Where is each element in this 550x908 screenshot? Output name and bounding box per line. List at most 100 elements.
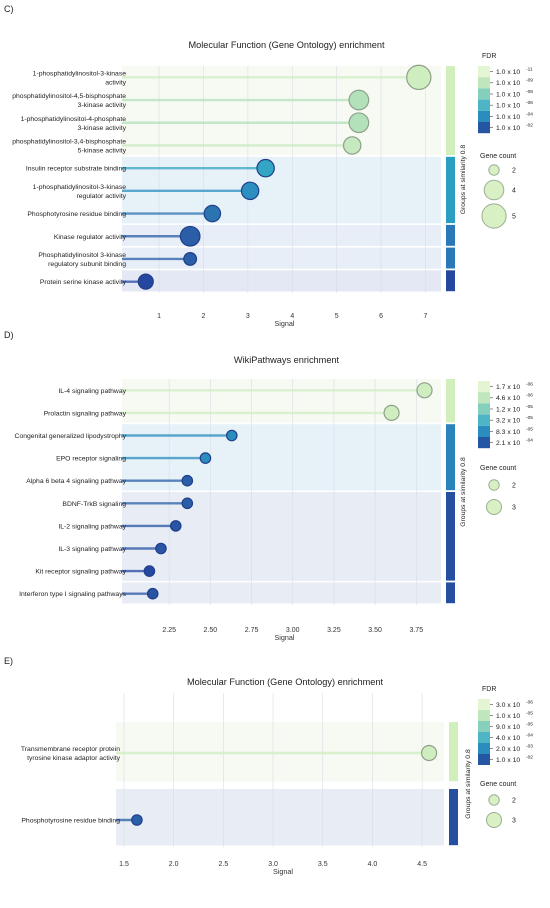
chart-title: Molecular Function (Gene Ontology) enric… bbox=[187, 677, 384, 687]
fdr-legend-exponent: -02 bbox=[526, 754, 533, 760]
group-separator bbox=[122, 603, 441, 605]
row-label: tyrosine kinase adaptor activity bbox=[27, 755, 121, 762]
group-separator bbox=[122, 291, 441, 293]
gene-count-legend-label: 2 bbox=[512, 168, 516, 175]
fdr-legend-label: 1.0 x 10 bbox=[496, 80, 520, 87]
chart-panel-1: C) Molecular Function (Gene Ontology) enr… bbox=[4, 4, 533, 328]
row-label: 1-phosphatidylinositol-3-kinase bbox=[33, 70, 127, 77]
x-tick-label: 1 bbox=[157, 313, 161, 320]
fdr-legend-title: FDR bbox=[482, 686, 496, 693]
gene-count-legend-circle bbox=[488, 794, 500, 806]
fdr-legend-label: 9.0 x 10 bbox=[496, 724, 520, 731]
row-label: 3-kinase activity bbox=[78, 125, 127, 132]
fdr-legend-swatch bbox=[478, 710, 490, 721]
fdr-legend-swatch bbox=[478, 425, 490, 437]
x-tick-label: 7 bbox=[424, 313, 428, 320]
group-band bbox=[122, 66, 441, 156]
row-label: phosphatidylinositol-4,5-bisphosphate bbox=[12, 93, 126, 100]
row-label: Kinase regulator activity bbox=[54, 234, 127, 241]
lollipop-dot bbox=[406, 64, 432, 91]
x-tick-label: 1.5 bbox=[119, 861, 129, 868]
row-label: Phosphotyrosine residue binding bbox=[27, 211, 126, 218]
group-bar bbox=[449, 722, 458, 782]
fdr-legend-exponent: -09 bbox=[526, 78, 533, 84]
fdr-legend-exponent: -11 bbox=[526, 67, 533, 73]
group-separator bbox=[122, 246, 441, 248]
x-tick-label: 4.0 bbox=[368, 861, 378, 868]
fdr-legend-swatch bbox=[478, 66, 490, 78]
x-tick-label: 3.00 bbox=[286, 627, 300, 634]
group-band bbox=[122, 247, 441, 269]
group-band bbox=[122, 224, 441, 247]
chart-panel-2: D) WikiPathways enrichment 2.25 2.50 2.75 3.0… bbox=[4, 330, 533, 642]
fdr-legend-swatch bbox=[478, 392, 490, 404]
group-separator bbox=[122, 490, 441, 492]
group-separator bbox=[116, 845, 444, 847]
lollipop-dot bbox=[256, 158, 275, 178]
gene-count-legend-circle bbox=[481, 203, 507, 229]
panel-label: C) bbox=[4, 4, 14, 14]
x-tick-label: 2.0 bbox=[169, 861, 179, 868]
x-tick-label: 3.25 bbox=[327, 627, 341, 634]
fdr-legend-title: FDR bbox=[482, 53, 496, 60]
group-separator bbox=[122, 223, 441, 225]
row-label: Protein serine kinase activity bbox=[40, 279, 127, 286]
fdr-legend-exponent: -04 bbox=[526, 438, 533, 444]
fdr-legend-swatch bbox=[478, 403, 490, 415]
fdr-legend-label: 8.3 x 10 bbox=[496, 429, 520, 436]
gene-count-legend-label: 2 bbox=[512, 483, 516, 490]
lollipop-dot bbox=[342, 136, 362, 155]
x-tick-label: 2.5 bbox=[219, 861, 229, 868]
row-label: 1-phosphatidylinositol-4-phosphate bbox=[21, 116, 127, 123]
lollipop-dot bbox=[225, 429, 238, 442]
group-bar bbox=[449, 789, 458, 846]
fdr-legend-label: 2.0 x 10 bbox=[496, 746, 520, 753]
fdr-legend-label: 1.0 x 10 bbox=[496, 103, 520, 110]
gene-count-legend-circle bbox=[486, 499, 502, 515]
fdr-legend-exponent: -06 bbox=[526, 393, 533, 399]
row-label: 3-kinase activity bbox=[78, 102, 127, 109]
lollipop-dot bbox=[169, 520, 182, 532]
gene-count-legend-circle bbox=[483, 179, 505, 201]
panel-label: E) bbox=[4, 656, 13, 666]
fdr-legend-exponent: -05 bbox=[526, 426, 533, 432]
fdr-legend-swatch bbox=[478, 699, 490, 710]
row-label: Prolactin signaling pathway bbox=[44, 410, 127, 417]
lollipop-dot bbox=[181, 497, 194, 510]
lollipop-dot bbox=[143, 565, 156, 577]
row-label: IL-3 signaling pathway bbox=[58, 546, 126, 553]
fdr-legend-swatch bbox=[478, 381, 490, 393]
group-separator bbox=[122, 422, 441, 425]
row-label: regulatory subunit binding bbox=[48, 261, 126, 268]
fdr-legend-swatch bbox=[478, 414, 490, 426]
fdr-legend-label: 3.2 x 10 bbox=[496, 418, 520, 425]
group-bar bbox=[446, 66, 455, 155]
gene-count-legend-label: 3 bbox=[512, 505, 516, 512]
fdr-legend-exponent: -04 bbox=[526, 732, 533, 738]
x-tick-label: 2.25 bbox=[162, 627, 176, 634]
x-tick-label: 3.75 bbox=[409, 627, 423, 634]
row-label: Phosphatidylinositol 3-kinase bbox=[38, 252, 126, 259]
fdr-legend-label: 3.0 x 10 bbox=[496, 702, 520, 709]
row-label: Alpha 6 beta 4 signaling pathway bbox=[26, 478, 126, 485]
x-tick-label: 3.50 bbox=[368, 627, 382, 634]
lollipop-dot bbox=[416, 382, 433, 399]
group-separator bbox=[116, 781, 444, 783]
fdr-legend-label: 1.2 x 10 bbox=[496, 406, 520, 413]
group-axis-label: Groups at similarity 0.8 bbox=[465, 749, 472, 819]
group-separator bbox=[122, 268, 441, 271]
row-label: Phosphotyrosine residue binding bbox=[21, 818, 120, 825]
x-axis-label: Signal bbox=[275, 319, 295, 328]
group-band bbox=[116, 789, 444, 846]
fdr-legend-label: 1.7 x 10 bbox=[496, 384, 520, 391]
fdr-legend-label: 1.0 x 10 bbox=[496, 114, 520, 121]
group-band bbox=[122, 492, 441, 581]
lollipop-dot bbox=[137, 273, 154, 290]
lollipop-dot bbox=[179, 225, 201, 247]
chart-title: WikiPathways enrichment bbox=[234, 355, 340, 365]
fdr-legend-swatch bbox=[478, 88, 490, 100]
x-tick-label: 3.0 bbox=[268, 861, 278, 868]
fdr-legend-label: 1.0 x 10 bbox=[496, 69, 520, 76]
row-label: Kit receptor signaling pathway bbox=[35, 569, 126, 576]
